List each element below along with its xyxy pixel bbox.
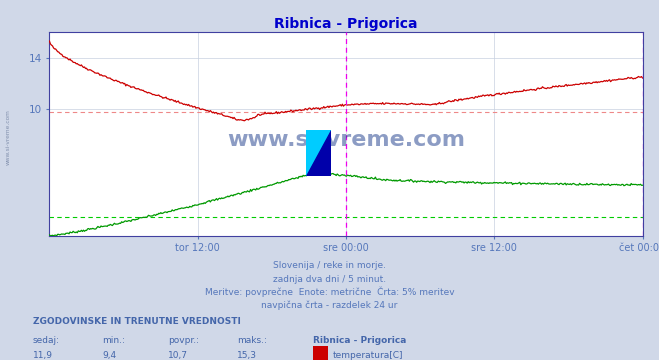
Text: sedaj:: sedaj: [33, 336, 60, 345]
Text: navpična črta - razdelek 24 ur: navpična črta - razdelek 24 ur [262, 301, 397, 310]
Polygon shape [306, 130, 331, 176]
Text: www.si-vreme.com: www.si-vreme.com [227, 130, 465, 150]
Title: Ribnica - Prigorica: Ribnica - Prigorica [274, 17, 418, 31]
Text: zadnja dva dni / 5 minut.: zadnja dva dni / 5 minut. [273, 275, 386, 284]
Text: Ribnica - Prigorica: Ribnica - Prigorica [313, 336, 407, 345]
Text: 15,3: 15,3 [237, 351, 257, 360]
Text: min.:: min.: [102, 336, 125, 345]
Text: temperatura[C]: temperatura[C] [333, 351, 403, 360]
Text: maks.:: maks.: [237, 336, 267, 345]
Text: povpr.:: povpr.: [168, 336, 199, 345]
Polygon shape [306, 130, 331, 176]
Text: www.si-vreme.com: www.si-vreme.com [5, 109, 11, 165]
Text: Meritve: povprečne  Enote: metrične  Črta: 5% meritev: Meritve: povprečne Enote: metrične Črta:… [205, 286, 454, 297]
Polygon shape [306, 130, 331, 176]
Text: Slovenija / reke in morje.: Slovenija / reke in morje. [273, 261, 386, 270]
Text: 10,7: 10,7 [168, 351, 188, 360]
Text: 9,4: 9,4 [102, 351, 116, 360]
Text: 11,9: 11,9 [33, 351, 53, 360]
Text: ZGODOVINSKE IN TRENUTNE VREDNOSTI: ZGODOVINSKE IN TRENUTNE VREDNOSTI [33, 317, 241, 326]
